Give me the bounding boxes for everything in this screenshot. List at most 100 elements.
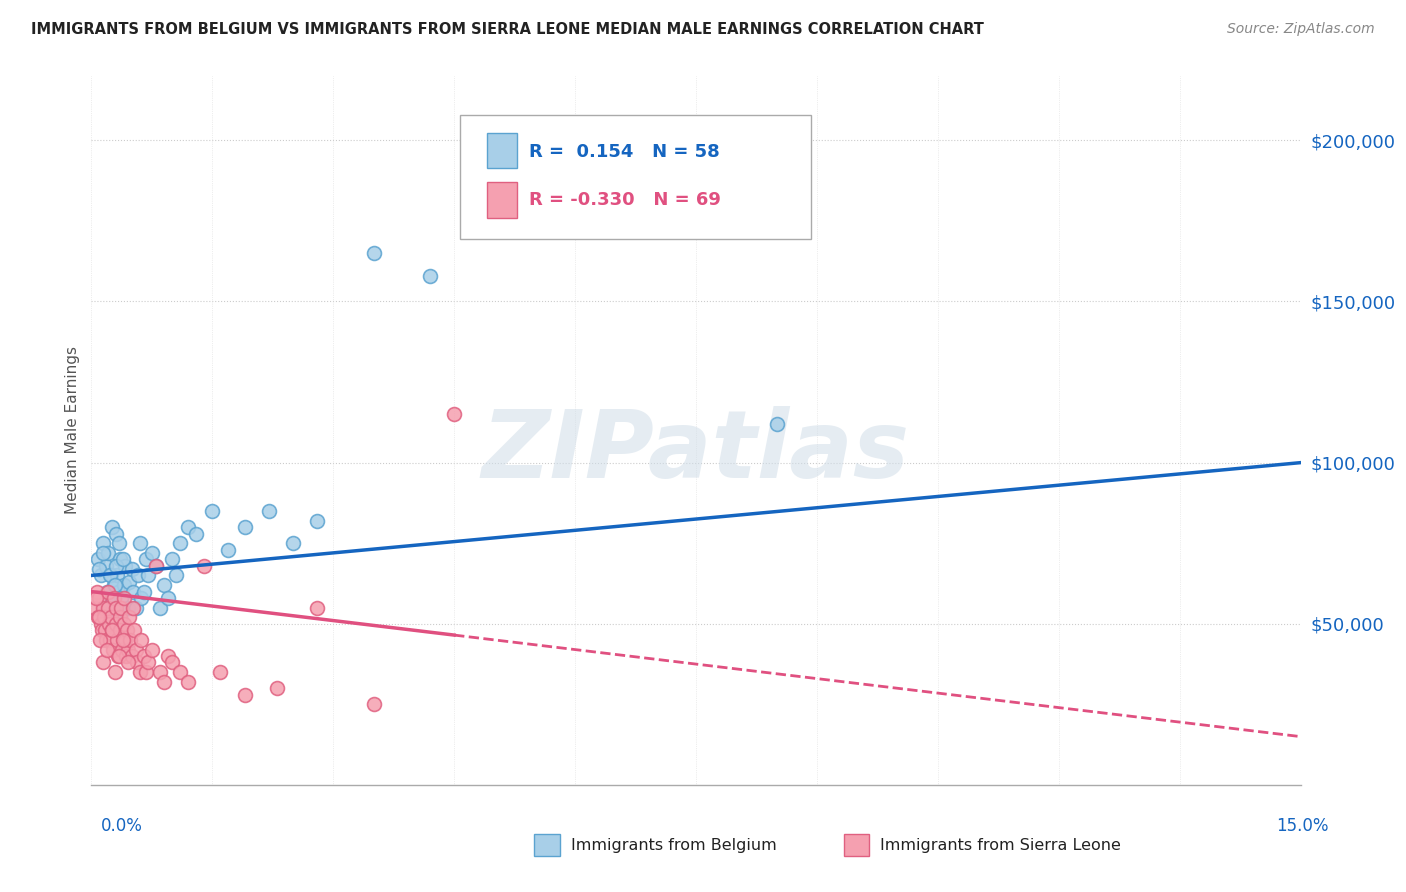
Point — [257, 504, 280, 518]
Point — [121, 648, 143, 663]
Point — [114, 616, 136, 631]
Point — [105, 568, 128, 582]
Point — [233, 520, 256, 534]
Point — [145, 558, 167, 573]
Point — [127, 656, 149, 670]
Point — [94, 558, 117, 573]
Point — [100, 568, 122, 582]
Point — [101, 600, 124, 615]
Point — [169, 536, 191, 550]
Point — [93, 536, 115, 550]
Point — [153, 578, 176, 592]
Point — [94, 624, 117, 638]
Point — [86, 584, 108, 599]
Point — [107, 648, 129, 663]
Point — [87, 552, 110, 566]
Point — [209, 665, 232, 680]
Point — [135, 552, 157, 566]
Point — [96, 584, 118, 599]
Point — [91, 546, 114, 560]
Point — [90, 616, 112, 631]
Point — [186, 526, 208, 541]
Point — [90, 624, 112, 638]
Text: IMMIGRANTS FROM BELGIUM VS IMMIGRANTS FROM SIERRA LEONE MEDIAN MALE EARNINGS COR: IMMIGRANTS FROM BELGIUM VS IMMIGRANTS FR… — [31, 22, 984, 37]
Point — [193, 558, 215, 573]
Point — [84, 591, 107, 605]
Point — [111, 642, 134, 657]
Point — [115, 624, 138, 638]
Point — [104, 600, 127, 615]
Point — [105, 616, 128, 631]
Point — [132, 584, 155, 599]
Point — [112, 591, 135, 605]
FancyBboxPatch shape — [460, 115, 811, 239]
Text: Source: ZipAtlas.com: Source: ZipAtlas.com — [1227, 22, 1375, 37]
Point — [131, 632, 153, 647]
Point — [118, 610, 141, 624]
Point — [90, 568, 112, 582]
Point — [160, 656, 183, 670]
Point — [363, 698, 385, 712]
Point — [307, 600, 329, 615]
Point — [122, 624, 145, 638]
Point — [98, 616, 121, 631]
Point — [115, 648, 138, 663]
Point — [177, 520, 200, 534]
Point — [217, 542, 239, 557]
Point — [101, 591, 124, 605]
Point — [136, 568, 159, 582]
Point — [132, 648, 155, 663]
Bar — [486, 133, 517, 168]
Point — [201, 504, 224, 518]
Point — [233, 688, 256, 702]
Point — [141, 642, 163, 657]
Point — [160, 552, 183, 566]
Point — [110, 624, 132, 638]
Point — [112, 578, 135, 592]
Point — [149, 665, 172, 680]
Point — [108, 610, 131, 624]
Point — [104, 578, 127, 592]
Point — [93, 600, 115, 615]
Point — [281, 536, 304, 550]
Point — [107, 648, 129, 663]
Text: 0.0%: 0.0% — [101, 817, 143, 835]
Point — [111, 632, 134, 647]
Point — [177, 674, 200, 689]
Point — [107, 584, 129, 599]
Point — [96, 642, 118, 657]
Point — [101, 624, 124, 638]
Point — [117, 600, 139, 615]
Point — [128, 536, 150, 550]
Point — [108, 552, 131, 566]
Point — [111, 552, 134, 566]
Point — [98, 632, 121, 647]
Point — [96, 584, 118, 599]
Point — [120, 632, 142, 647]
Point — [100, 624, 122, 638]
Text: 15.0%: 15.0% — [1277, 817, 1329, 835]
Text: ZIPatlas: ZIPatlas — [482, 406, 910, 498]
Point — [89, 562, 111, 576]
Point — [114, 558, 136, 573]
Point — [96, 546, 118, 560]
Point — [103, 578, 125, 592]
Text: Immigrants from Belgium: Immigrants from Belgium — [571, 838, 776, 853]
Point — [105, 558, 128, 573]
Point — [128, 665, 150, 680]
Point — [105, 632, 128, 647]
Point — [101, 642, 124, 657]
Point — [118, 574, 141, 589]
Point — [127, 568, 149, 582]
Point — [93, 600, 115, 615]
Point — [104, 665, 127, 680]
Point — [100, 610, 122, 624]
Point — [117, 656, 139, 670]
Point — [165, 568, 187, 582]
Point — [93, 610, 115, 624]
Point — [169, 665, 191, 680]
Point — [107, 536, 129, 550]
Point — [87, 610, 110, 624]
Point — [84, 600, 107, 615]
Point — [765, 417, 787, 431]
